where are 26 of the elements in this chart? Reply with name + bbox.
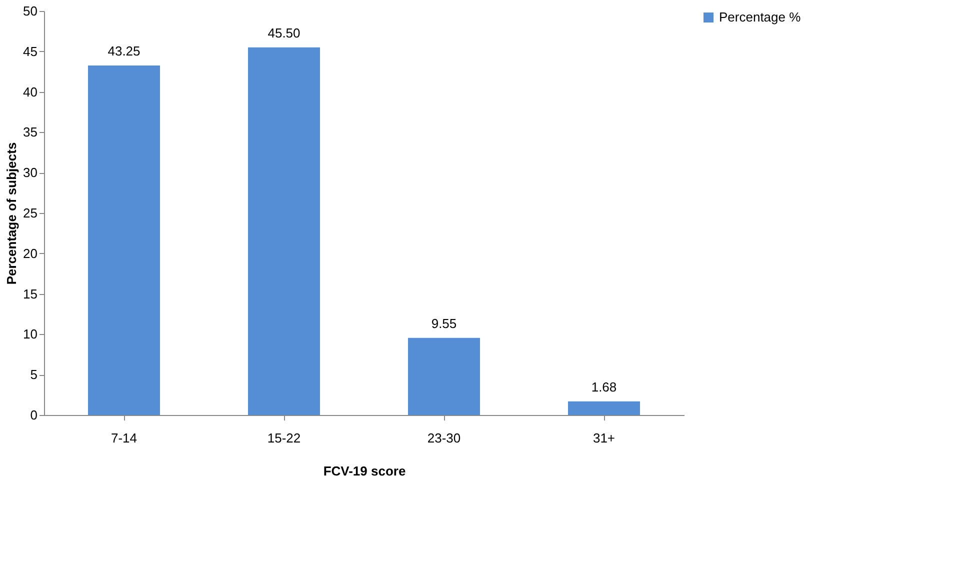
y-tick-label: 40 (23, 84, 38, 100)
x-tick-label: 7-14 (110, 430, 138, 446)
bar (88, 66, 160, 415)
x-tick-label: 23-30 (427, 430, 461, 446)
data-label: 9.55 (431, 316, 457, 331)
y-tick-label: 10 (23, 326, 38, 342)
y-tick-label: 45 (23, 44, 38, 59)
data-label: 43.25 (108, 44, 140, 59)
x-tick-label: 15-22 (267, 430, 301, 446)
y-tick-label: 0 (30, 408, 38, 422)
y-tick-label: 35 (23, 124, 38, 140)
y-tick-label: 5 (30, 367, 38, 382)
y-tick-label: 15 (23, 286, 38, 302)
y-tick-label: 30 (23, 165, 38, 180)
x-tick-label: 31+ (592, 430, 616, 446)
y-tick-label: 25 (23, 206, 38, 220)
data-label: 45.50 (268, 25, 300, 40)
bar (248, 47, 320, 415)
y-tick-label: 20 (23, 246, 38, 261)
y-tick-label: 50 (23, 4, 38, 18)
data-label: 1.68 (591, 379, 617, 394)
bar (408, 338, 480, 415)
bar (568, 401, 640, 415)
x-axis-title: FCV-19 score (323, 464, 406, 478)
legend-label: Percentage % (719, 10, 802, 24)
y-axis-title: Percentage of subjects (4, 142, 20, 285)
